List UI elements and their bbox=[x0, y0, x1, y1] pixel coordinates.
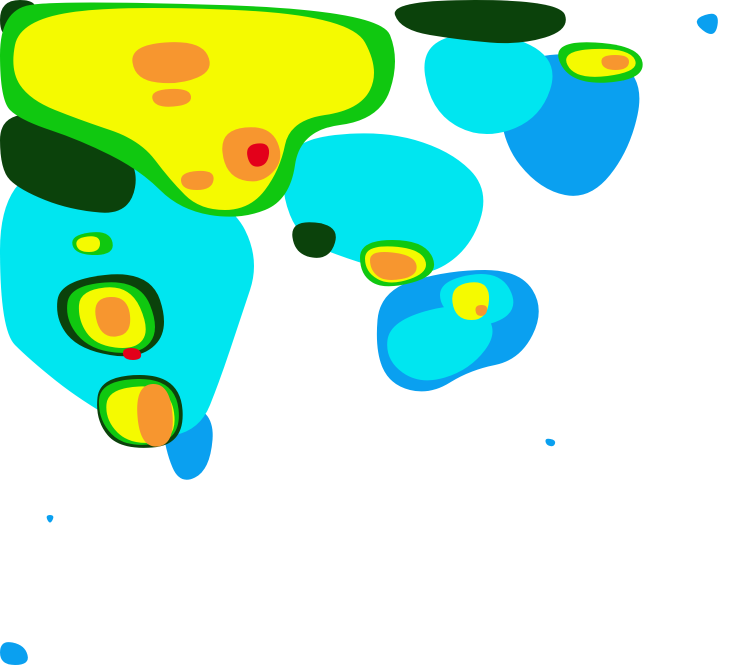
orange-echo-area bbox=[601, 55, 630, 70]
red-echo-layer bbox=[122, 143, 270, 360]
yellow-echo-area bbox=[76, 236, 100, 252]
orange-echo-area bbox=[152, 88, 192, 107]
orange-echo-area bbox=[475, 305, 488, 316]
red-echo-area bbox=[122, 348, 142, 360]
light-blue-echo-area bbox=[0, 642, 28, 665]
orange-echo-area bbox=[132, 42, 210, 84]
red-echo-area bbox=[247, 143, 270, 167]
light-blue-echo-area bbox=[46, 515, 54, 523]
cyan-echo-area bbox=[424, 33, 553, 134]
cyan-echo-area bbox=[387, 306, 493, 381]
orange-echo-area bbox=[137, 383, 173, 447]
dark-green-echo-area bbox=[292, 222, 336, 258]
orange-echo-area bbox=[180, 170, 214, 190]
orange-echo-area bbox=[370, 252, 417, 280]
light-blue-echo-area bbox=[696, 13, 718, 34]
yellow-echo-area bbox=[13, 8, 374, 210]
dark-green-echo-area bbox=[394, 0, 566, 44]
cyan-echo-layer bbox=[0, 33, 553, 436]
light-blue-echo-area bbox=[545, 438, 556, 447]
orange-echo-area bbox=[95, 296, 131, 337]
